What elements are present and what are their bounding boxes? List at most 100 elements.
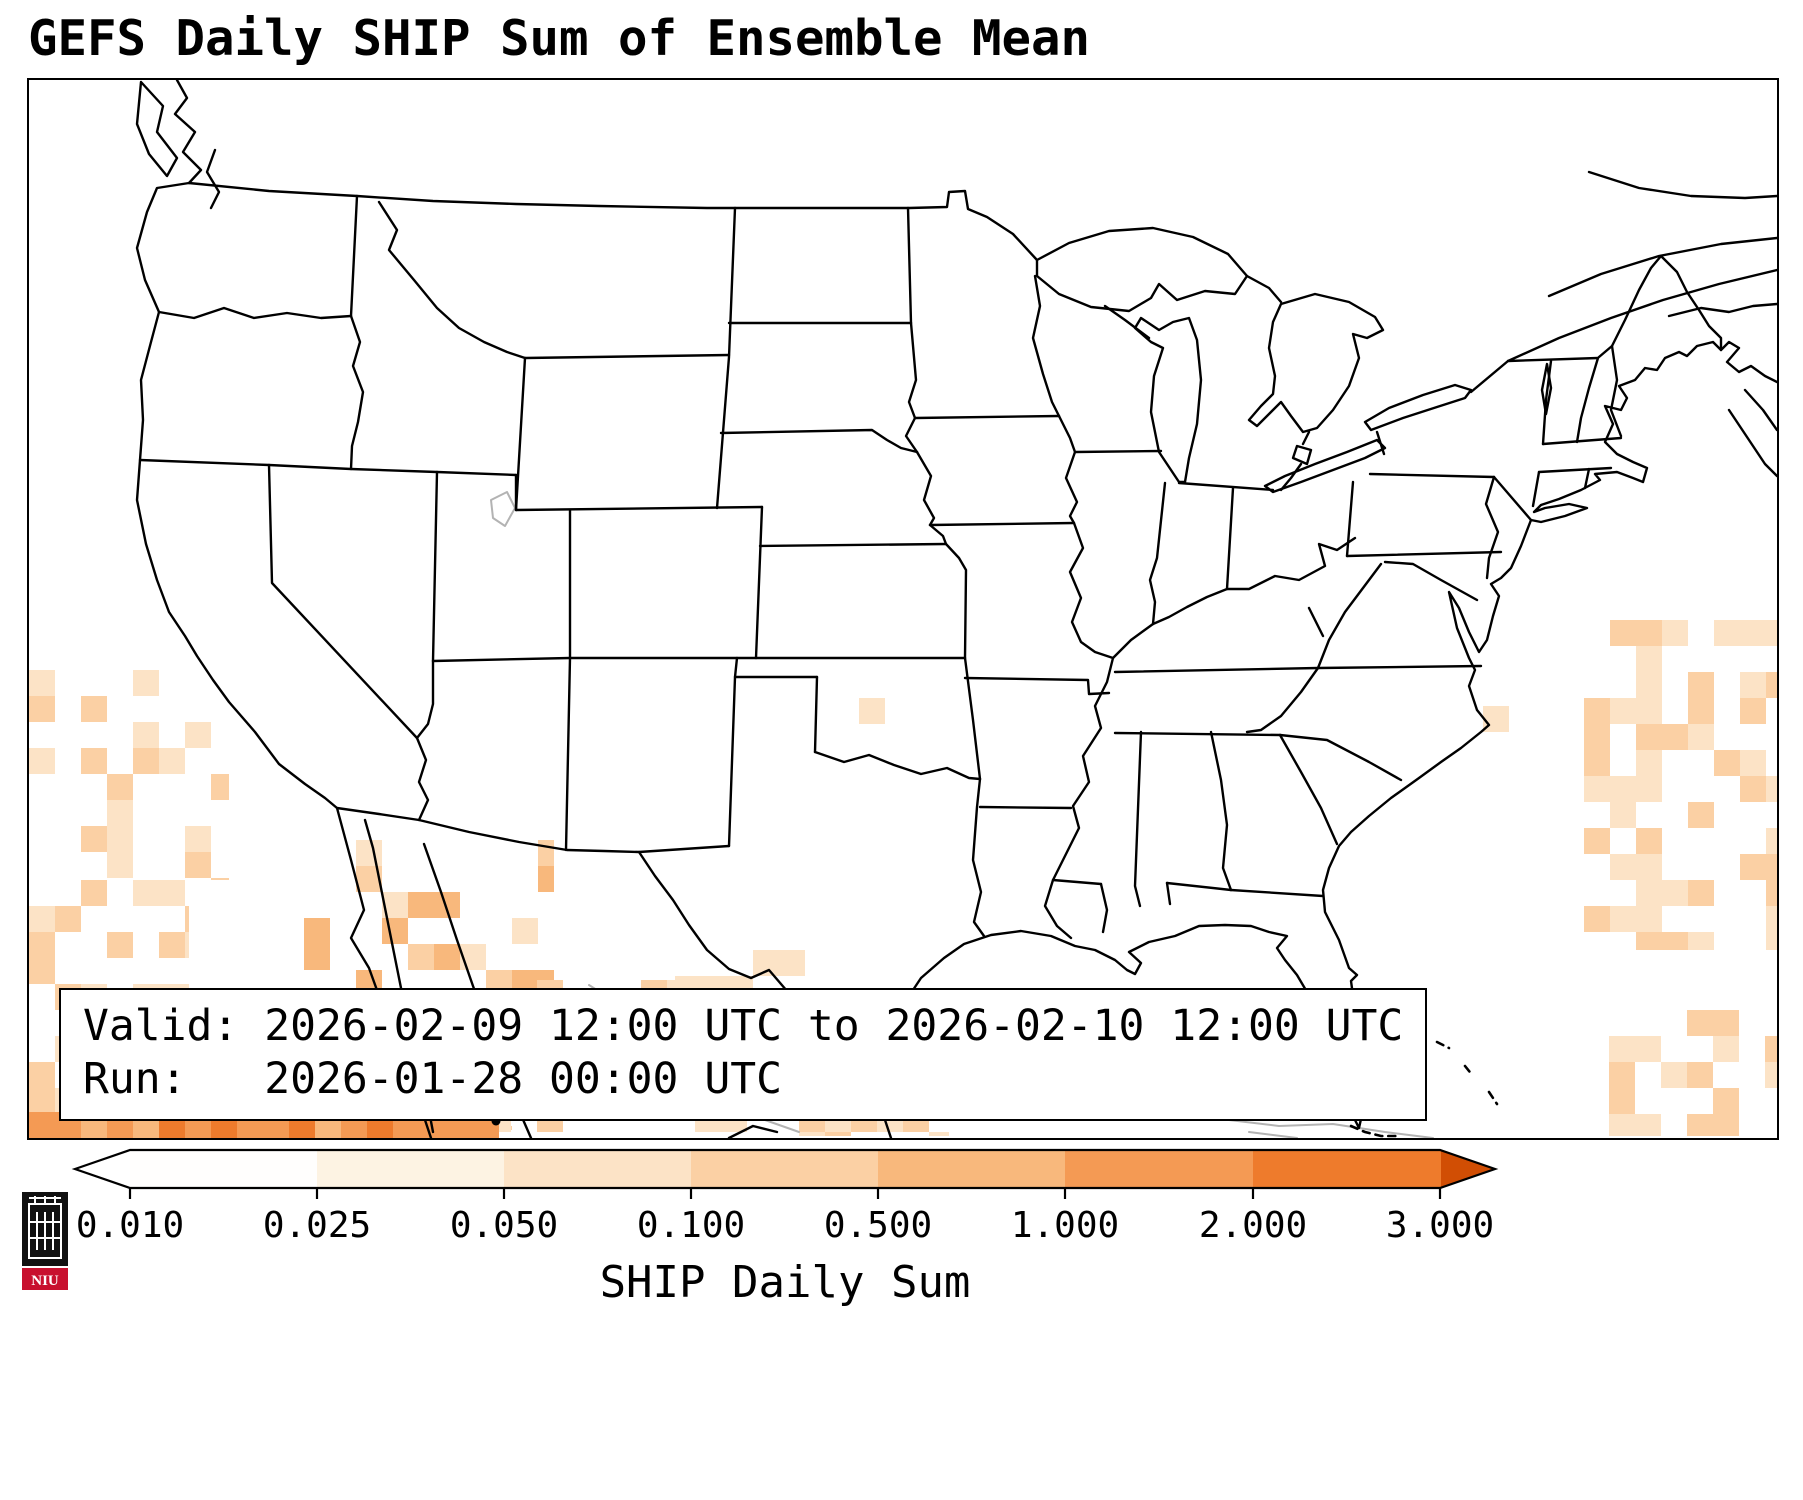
- ship-cell: [81, 880, 107, 906]
- or-id-border: [349, 314, 365, 471]
- ship-cell: [304, 944, 330, 970]
- ship-cell: [1688, 802, 1714, 828]
- colorbar-segment-4: [691, 1150, 879, 1188]
- lake-erie: [1263, 438, 1387, 494]
- wa-or-border: [157, 306, 353, 320]
- ks-mo-border: [944, 542, 968, 660]
- coast-border-layer: [135, 80, 1777, 1138]
- cuba-coast: [1228, 1119, 1434, 1138]
- ca-nv-border: [267, 463, 419, 740]
- ky-tn-border: [1113, 666, 1320, 674]
- ship-cell: [107, 774, 133, 800]
- tx-100w-border: [813, 675, 819, 754]
- quebec-north-coast: [1587, 170, 1777, 200]
- mississippi-upper: [1057, 414, 1115, 660]
- ship-cell: [1740, 698, 1766, 724]
- vt-nh-border: [1575, 356, 1600, 444]
- ship-cell: [81, 826, 107, 852]
- co-east-border: [754, 505, 764, 660]
- nm-tx-border: [727, 656, 739, 848]
- ship-cell: [1766, 620, 1777, 646]
- ship-cell: [929, 1132, 949, 1136]
- ship-cell: [1766, 828, 1777, 854]
- mn-wi-border: [1031, 274, 1061, 418]
- figure-title: GEFS Daily SHIP Sum of Ensemble Mean: [28, 10, 1091, 67]
- ship-cell: [1609, 1114, 1635, 1136]
- ia-north-border: [913, 414, 1061, 420]
- ship-cell: [1688, 698, 1714, 724]
- cuba-coast-south: [1248, 1131, 1298, 1138]
- ship-cell: [133, 722, 159, 748]
- st-lawrence-south-shore: [1469, 268, 1777, 394]
- mason-dixon-border: [1345, 550, 1503, 558]
- sd-ne-border: [719, 428, 919, 454]
- lake-superior: [1035, 226, 1249, 313]
- logo-banner: [22, 1268, 68, 1290]
- ga-sc-border: [1278, 733, 1339, 846]
- ship-cell: [81, 748, 107, 774]
- mississippi-lower: [1043, 656, 1115, 940]
- ct-ny-border: [1531, 470, 1541, 508]
- ca-az-colorado-river: [415, 736, 430, 822]
- ship-cell: [1766, 776, 1777, 802]
- ship-cell: [1584, 776, 1610, 802]
- ga-fl-border: [1229, 888, 1325, 898]
- al-fl-border: [1165, 881, 1233, 892]
- wi-mi-up-border: [1103, 304, 1151, 340]
- nj-ny-border: [1492, 475, 1533, 522]
- wa-id-border: [349, 194, 359, 318]
- ship-cell: [512, 918, 538, 944]
- valid-time-text: Valid: 2026-02-09 12:00 UTC to 2026-02-1…: [83, 1001, 1404, 1051]
- ship-cell: [29, 906, 55, 932]
- ship-cell: [1713, 1036, 1739, 1062]
- ship-cell: [1687, 1114, 1713, 1136]
- ship-cell: [1740, 672, 1766, 698]
- ship-cell: [1765, 1062, 1777, 1088]
- colorbar-segment-1: [130, 1150, 318, 1188]
- ship-cell: [1766, 880, 1777, 906]
- ship-cell: [1584, 750, 1610, 776]
- ship-cell: [1636, 880, 1662, 906]
- us-map: [29, 80, 1777, 1138]
- ship-cell: [1584, 698, 1610, 724]
- ship-cell: [107, 826, 133, 852]
- ship-cell: [81, 696, 107, 722]
- pearl-river: [1099, 882, 1109, 934]
- ship-cell: [1765, 1036, 1777, 1062]
- ship-cell: [1740, 854, 1766, 880]
- ship-cell: [1636, 932, 1662, 950]
- tick-label-3: 0.050: [450, 1205, 558, 1246]
- lake-huron: [1247, 292, 1385, 434]
- ship-cell: [1766, 932, 1777, 950]
- ship-cell: [434, 944, 460, 970]
- ct-ma-border: [1537, 466, 1613, 474]
- ship-cell: [1584, 906, 1610, 932]
- ship-cell: [1584, 724, 1610, 750]
- ky-va-wv-border: [1316, 562, 1383, 670]
- info-box: Valid: 2026-02-09 12:00 UTC to 2026-02-1…: [59, 988, 1428, 1121]
- ship-cell: [1636, 854, 1662, 880]
- lake-ontario: [1363, 383, 1473, 432]
- ship-cell: [1636, 672, 1662, 698]
- ship-cell: [408, 892, 434, 918]
- tick-label-7: 2.000: [1199, 1205, 1307, 1246]
- ship-cell: [538, 866, 554, 892]
- ship-cell: [1610, 698, 1636, 724]
- ship-cell: [29, 1062, 55, 1088]
- vancouver-island: [135, 80, 179, 178]
- ship-cell: [211, 878, 229, 880]
- lake-champlain: [1540, 362, 1553, 416]
- ship-cell: [1714, 750, 1740, 776]
- ship-cell: [1740, 620, 1766, 646]
- ship-cell: [133, 880, 159, 906]
- bahamas-1: [1435, 1040, 1451, 1050]
- ship-cell: [1687, 1010, 1713, 1036]
- pa-ny-border: [1368, 472, 1496, 479]
- ship-cell: [159, 748, 185, 774]
- wy-west-border: [514, 356, 527, 512]
- in-il-border: [1148, 481, 1167, 626]
- ship-cell: [1610, 620, 1636, 646]
- red-river-border: [813, 750, 982, 781]
- nova-scotia-coast-2: [1727, 408, 1777, 478]
- ship-cell: [1662, 880, 1688, 906]
